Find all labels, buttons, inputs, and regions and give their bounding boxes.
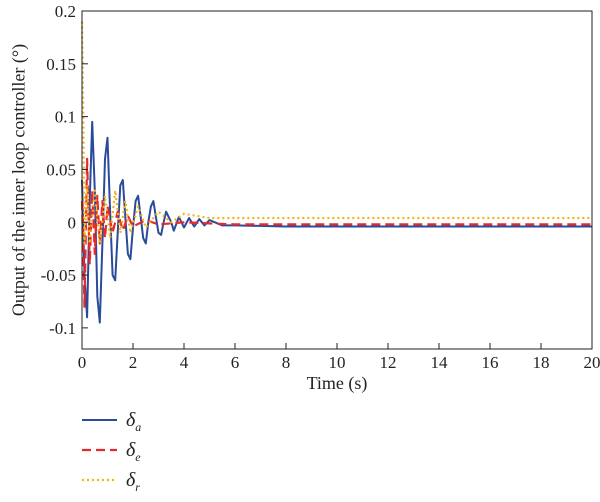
x-tick-label: 2 [129, 353, 138, 372]
x-tick-label: 10 [329, 353, 346, 372]
series-line-a [81, 120, 592, 324]
x-tick-label: 18 [533, 353, 550, 372]
legend: δa δe δr [82, 409, 141, 494]
x-tick-label: 6 [231, 353, 240, 372]
y-tick-label: -0.05 [41, 266, 76, 285]
x-tick-label: 20 [584, 353, 600, 372]
x-tick-label: 4 [180, 353, 189, 372]
legend-subscript-e: e [135, 450, 141, 464]
y-tick-label: 0.2 [55, 2, 76, 21]
y-tick-label: 0.1 [55, 108, 76, 127]
plot-frame [81, 10, 593, 350]
y-tick-label: 0 [68, 213, 77, 232]
x-axis-label: Time (s) [307, 373, 368, 394]
axis-ticks: 0 2 4 6 8 10 12 14 16 18 20 -0.1 -0.05 0 0.05 0.1 0.15 0.… [41, 2, 600, 372]
y-tick-label: 0.05 [46, 160, 76, 179]
legend-label-r: δr [126, 469, 140, 494]
y-axis-label: Output of the inner loop controller (°) [8, 44, 29, 316]
x-tick-label: 12 [380, 353, 397, 372]
x-tick-label: 16 [482, 353, 499, 372]
legend-label-e: δe [126, 439, 141, 464]
y-tick-label: 0.15 [46, 55, 76, 74]
x-tick-label: 0 [78, 353, 87, 372]
plot-area [80, 21, 592, 324]
series-line-r [80, 21, 592, 245]
legend-subscript-a: a [135, 420, 141, 434]
series-line-e [80, 157, 592, 308]
legend-label-a: δa [126, 409, 141, 434]
x-tick-label: 8 [282, 353, 291, 372]
x-tick-label: 14 [431, 353, 449, 372]
y-tick-label: -0.1 [49, 319, 76, 338]
legend-subscript-r: r [135, 480, 140, 494]
